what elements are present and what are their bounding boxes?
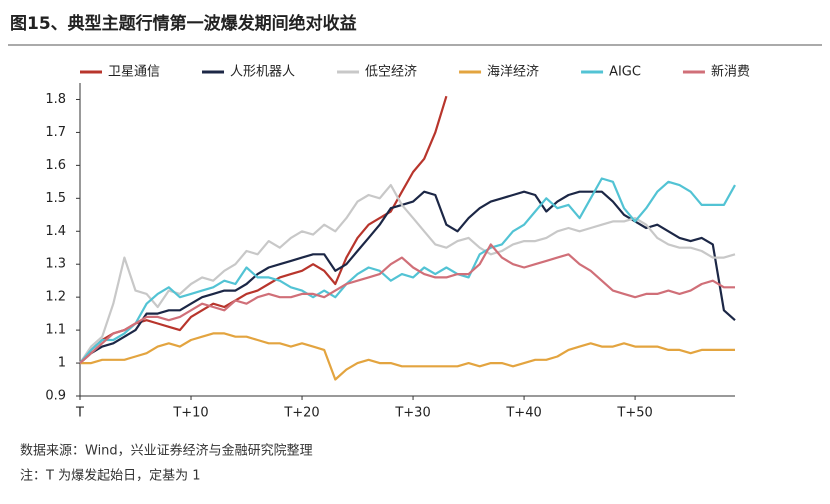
legend-label: 低空经济 [365, 65, 417, 80]
y-tick-label: 1.8 [45, 92, 66, 107]
note: 注：T 为爆发起始日，定基为 1 [20, 468, 200, 484]
series-line [79, 177, 736, 364]
y-tick-label: 1.2 [45, 290, 66, 305]
x-tick-label: T+40 [505, 406, 541, 421]
x-tick-label: T [75, 406, 84, 421]
y-tick-label: 0.9 [45, 389, 66, 404]
y-tick-label: 1.1 [45, 323, 66, 338]
series-line [79, 184, 736, 364]
legend-label: AIGC [609, 65, 641, 80]
y-tick-label: 1.4 [45, 224, 66, 239]
legend-label: 卫星通信 [108, 65, 160, 80]
y-tick-label: 1.7 [45, 125, 66, 140]
legend-label: 新消费 [711, 64, 750, 80]
x-tick-label: T+10 [172, 406, 208, 421]
x-tick-label: T+20 [283, 406, 319, 421]
legend-label: 海洋经济 [487, 65, 539, 80]
x-tick-label: T+30 [394, 406, 430, 421]
y-tick-label: 1.5 [45, 191, 66, 206]
y-tick-label: 1 [58, 356, 66, 371]
series-line [79, 243, 735, 364]
y-tick-label: 1.3 [45, 257, 66, 272]
source: 数据来源：Wind，兴业证券经济与金融研究院整理 [20, 443, 313, 459]
y-tick-label: 1.6 [45, 158, 66, 173]
x-tick-label: T+50 [616, 406, 652, 421]
legend-label: 人形机器人 [230, 65, 295, 80]
series-line [80, 332, 735, 381]
chart-title: 图15、典型主题行情第一波爆发期间绝对收益 [10, 13, 357, 34]
series-line [79, 190, 736, 364]
